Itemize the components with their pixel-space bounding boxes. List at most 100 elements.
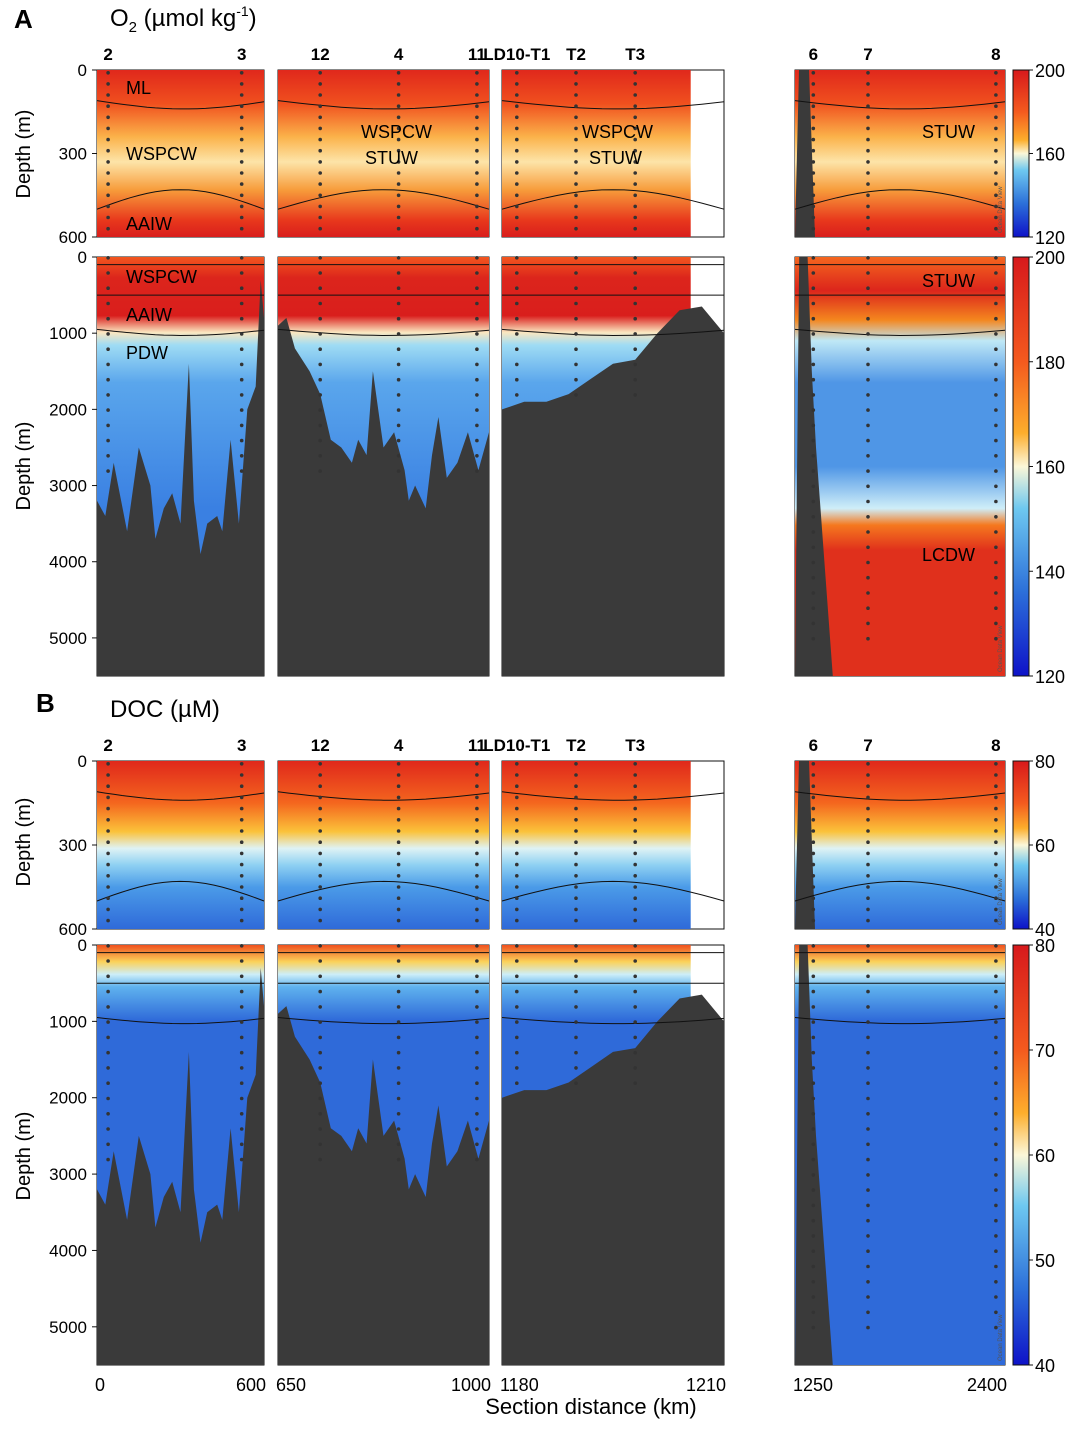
station-sample-dot bbox=[475, 362, 479, 367]
station-sample-dot bbox=[396, 959, 401, 963]
station-sample-dot bbox=[318, 393, 323, 397]
station-sample-dot bbox=[866, 806, 870, 811]
station-sample-dot bbox=[866, 874, 870, 878]
station-sample-dot bbox=[106, 104, 110, 108]
x-tick-label: 600 bbox=[236, 1375, 266, 1395]
station-sample-dot bbox=[994, 974, 998, 979]
station-sample-dot bbox=[994, 560, 998, 565]
station-sample-dot bbox=[239, 115, 244, 120]
station-sample-dot bbox=[866, 255, 870, 260]
station-sample-dot bbox=[994, 1310, 998, 1315]
station-sample-dot bbox=[396, 1050, 401, 1055]
station-sample-dot bbox=[318, 862, 323, 867]
station-sample-dot bbox=[106, 1127, 110, 1131]
section-heatmap bbox=[502, 761, 691, 929]
station-sample-dot bbox=[515, 989, 519, 994]
station-sample-dot bbox=[475, 226, 479, 231]
station-sample-dot bbox=[396, 818, 401, 822]
station-sample-dot bbox=[994, 944, 998, 948]
water-mass-label: STUW bbox=[922, 122, 975, 142]
station-sample-dot bbox=[574, 160, 578, 164]
station-sample-dot bbox=[811, 182, 816, 186]
station-sample-dot bbox=[475, 795, 479, 800]
station-sample-dot bbox=[811, 137, 816, 142]
station-sample-dot bbox=[106, 795, 110, 800]
station-sample-dot bbox=[515, 874, 519, 878]
station-sample-dot bbox=[318, 1020, 323, 1024]
station-sample-dot bbox=[866, 393, 870, 397]
station-sample-dot bbox=[318, 215, 323, 220]
station-sample-dot bbox=[994, 215, 998, 220]
station-sample-dot bbox=[239, 347, 244, 352]
panel-b-letter: B bbox=[36, 688, 55, 718]
section-heatmap bbox=[97, 761, 264, 929]
station-sample-dot bbox=[574, 896, 578, 900]
station-sample-dot bbox=[239, 1005, 244, 1009]
station-sample-dot bbox=[106, 347, 110, 352]
station-label: T2 bbox=[566, 736, 586, 755]
station-sample-dot bbox=[239, 316, 244, 321]
station-sample-dot bbox=[396, 773, 401, 777]
station-sample-dot bbox=[318, 974, 323, 979]
station-sample-dot bbox=[106, 408, 110, 412]
doc-colorbar-upper bbox=[1012, 760, 1030, 930]
station-sample-dot bbox=[396, 795, 401, 800]
station-sample-dot bbox=[106, 784, 110, 788]
station-sample-dot bbox=[318, 851, 323, 856]
station-sample-dot bbox=[811, 974, 816, 979]
colorbar-tick-label: 140 bbox=[1035, 562, 1065, 582]
station-sample-dot bbox=[396, 829, 401, 833]
station-sample-dot bbox=[633, 829, 637, 833]
station-sample-dot bbox=[811, 499, 816, 504]
station-sample-dot bbox=[318, 469, 323, 473]
station-sample-dot bbox=[396, 393, 401, 397]
station-sample-dot bbox=[633, 862, 637, 867]
isoline bbox=[277, 100, 490, 110]
station-sample-dot bbox=[866, 193, 870, 198]
station-sample-dot bbox=[866, 545, 870, 550]
station-sample-dot bbox=[396, 944, 401, 948]
station-sample-dot bbox=[515, 829, 519, 833]
station-sample-dot bbox=[475, 148, 479, 153]
station-sample-dot bbox=[515, 862, 519, 867]
station-sample-dot bbox=[106, 862, 110, 867]
station-sample-dot bbox=[574, 286, 578, 291]
station-sample-dot bbox=[239, 907, 244, 912]
station-sample-dot bbox=[239, 840, 244, 844]
station-sample-dot bbox=[515, 182, 519, 186]
station-sample-dot bbox=[994, 204, 998, 209]
station-sample-dot bbox=[633, 959, 637, 963]
station-sample-dot bbox=[239, 160, 244, 164]
station-sample-dot bbox=[239, 171, 244, 175]
station-sample-dot bbox=[994, 515, 998, 519]
panel-B-row-1: 0 600 650 1000 1180 1210 Ocean Data View 1250 24… bbox=[49, 936, 1007, 1395]
section-heatmap bbox=[502, 70, 691, 237]
station-sample-dot bbox=[633, 795, 637, 800]
y-tick-label: 2000 bbox=[49, 400, 87, 419]
panel-a-letter: A bbox=[14, 4, 33, 34]
station-sample-dot bbox=[515, 160, 519, 164]
station-sample-dot bbox=[239, 874, 244, 878]
ylabel-a-lower: Depth (m) bbox=[13, 422, 35, 511]
station-sample-dot bbox=[866, 1218, 870, 1223]
station-sample-dot bbox=[318, 762, 323, 766]
station-sample-dot bbox=[811, 1203, 816, 1208]
station-sample-dot bbox=[475, 347, 479, 352]
station-sample-dot bbox=[633, 93, 637, 97]
station-sample-dot bbox=[239, 1127, 244, 1131]
station-sample-dot bbox=[866, 347, 870, 352]
station-sample-dot bbox=[811, 408, 816, 412]
isoline bbox=[501, 100, 725, 110]
y-tick-label: 5000 bbox=[49, 629, 87, 648]
water-mass-label: WSPCW bbox=[126, 267, 197, 287]
station-sample-dot bbox=[515, 126, 519, 131]
station-sample-dot bbox=[318, 71, 323, 75]
station-sample-dot bbox=[866, 636, 870, 641]
station-sample-dot bbox=[515, 885, 519, 889]
station-sample-dot bbox=[866, 215, 870, 220]
isoline bbox=[501, 880, 725, 902]
station-sample-dot bbox=[396, 377, 401, 382]
panel-A-row-1: Ocean Data View 0 1000 2000 3000 4000 5000 bbox=[49, 248, 1006, 677]
station-sample-dot bbox=[994, 1188, 998, 1192]
station-sample-dot bbox=[574, 347, 578, 352]
